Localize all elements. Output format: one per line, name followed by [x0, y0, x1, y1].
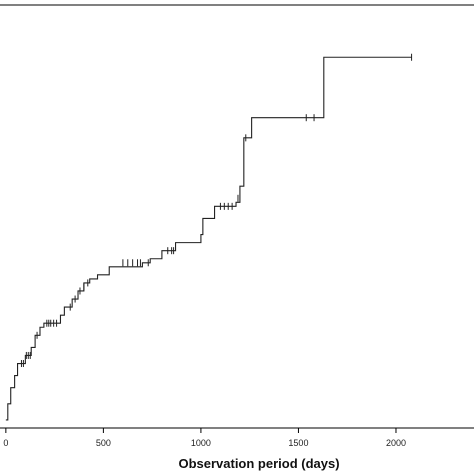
x-tick-label: 0 — [3, 438, 8, 448]
cumulative-incidence-line — [5, 56, 412, 421]
censor-marks — [20, 53, 413, 368]
x-tick-label: 1000 — [191, 438, 211, 448]
plot-frame — [0, 4, 474, 429]
x-axis: 0 500 1000 1500 2000 — [3, 428, 406, 448]
series-layer — [5, 56, 412, 421]
x-tick-label: 2000 — [386, 438, 406, 448]
x-tick-label: 500 — [96, 438, 111, 448]
x-axis-label: Observation period (days) — [178, 456, 339, 471]
x-tick-label: 1500 — [288, 438, 308, 448]
